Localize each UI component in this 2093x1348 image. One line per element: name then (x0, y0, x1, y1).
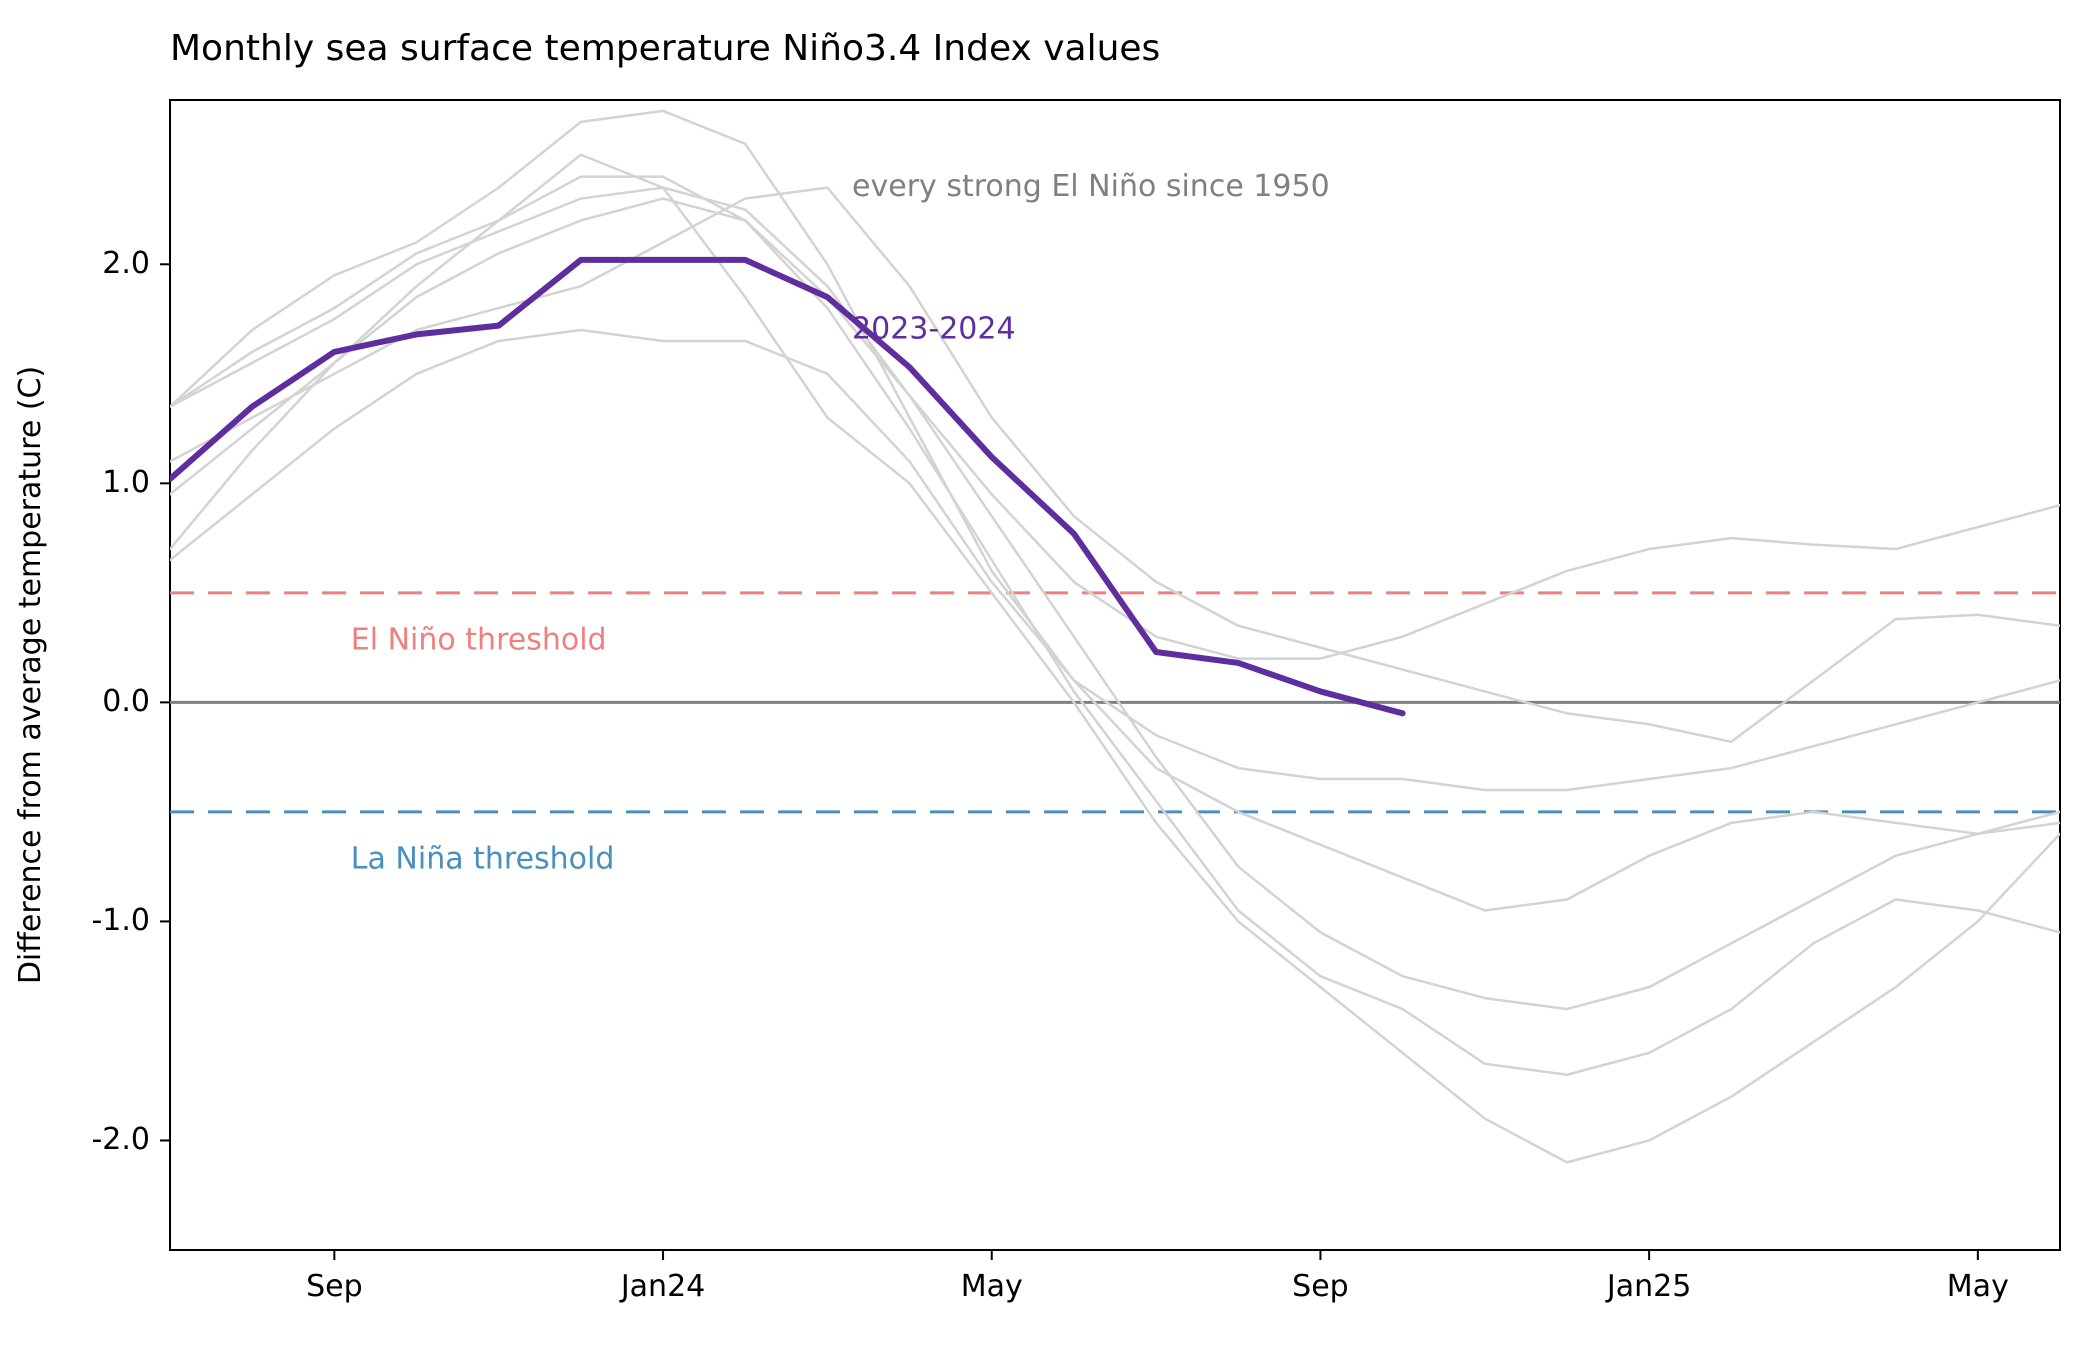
y-tick-label: -2.0 (91, 1122, 150, 1157)
chart-container: -2.0 -1.0 0.0 1.0 2.0 Sep Jan24 May Sep Jan25 May D… (0, 0, 2093, 1348)
x-tick-label: May (1947, 1269, 2009, 1304)
historical-label: every strong El Niño since 1950 (852, 169, 1330, 204)
main-series-label: 2023-2024 (852, 312, 1016, 347)
x-tick-label: Sep (1292, 1269, 1349, 1304)
el-nino-threshold-label: El Niño threshold (351, 623, 607, 658)
y-tick-label: 0.0 (102, 684, 150, 719)
y-tick-label: -1.0 (91, 903, 150, 938)
x-tick-label: May (961, 1269, 1023, 1304)
x-tick-label: Jan25 (1605, 1269, 1691, 1304)
x-tick-label: Sep (306, 1269, 363, 1304)
y-axis-label: Difference from average temperature (C) (13, 366, 48, 984)
nino34-line-chart: -2.0 -1.0 0.0 1.0 2.0 Sep Jan24 May Sep Jan25 May D… (0, 0, 2093, 1348)
la-nina-threshold-label: La Niña threshold (351, 842, 615, 877)
x-tick-label: Jan24 (619, 1269, 705, 1304)
y-tick-label: 2.0 (102, 246, 150, 281)
chart-title: Monthly sea surface temperature Niño3.4 … (170, 28, 1160, 69)
y-tick-label: 1.0 (102, 465, 150, 500)
